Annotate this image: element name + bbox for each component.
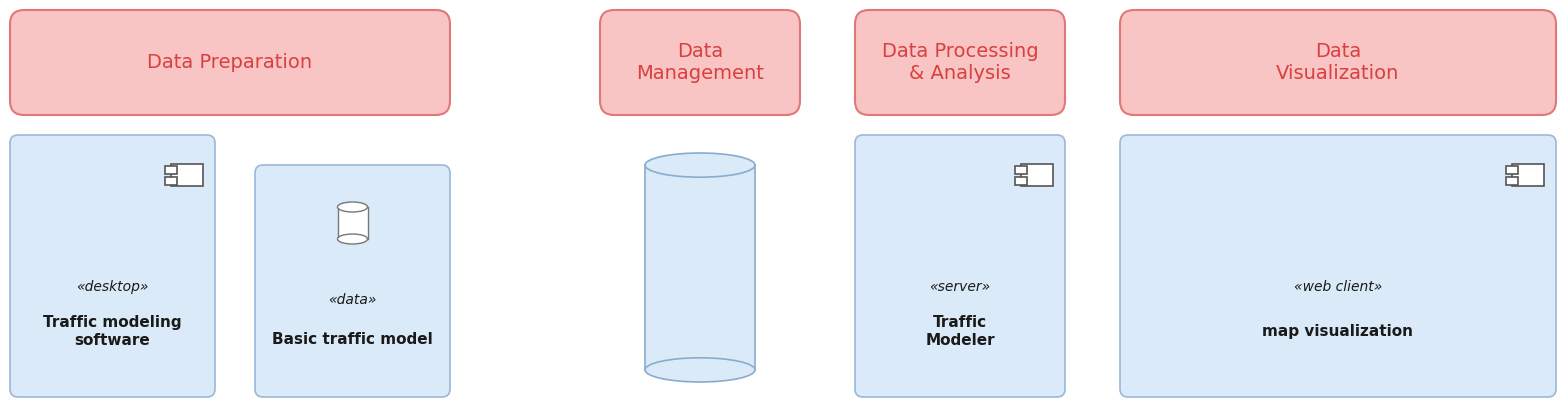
Text: «desktop»: «desktop» <box>77 280 149 294</box>
Text: Traffic
Modeler: Traffic Modeler <box>926 315 994 348</box>
Ellipse shape <box>645 358 755 382</box>
FancyBboxPatch shape <box>855 10 1065 115</box>
Text: map visualization: map visualization <box>1262 324 1414 339</box>
FancyBboxPatch shape <box>9 135 215 397</box>
Bar <box>1015 166 1027 173</box>
Text: Data Processing
& Analysis: Data Processing & Analysis <box>882 42 1038 83</box>
Text: Data Preparation: Data Preparation <box>147 53 313 72</box>
Ellipse shape <box>645 153 755 177</box>
Bar <box>1506 166 1517 173</box>
Text: Traffic modeling
software: Traffic modeling software <box>44 315 182 348</box>
Ellipse shape <box>338 202 368 212</box>
Text: Data
Visualization: Data Visualization <box>1276 42 1400 83</box>
Text: Data
Management: Data Management <box>636 42 764 83</box>
Bar <box>1015 177 1027 184</box>
Bar <box>1506 177 1517 184</box>
FancyBboxPatch shape <box>9 10 449 115</box>
Bar <box>164 177 177 184</box>
Bar <box>1021 164 1052 186</box>
FancyBboxPatch shape <box>255 165 449 397</box>
Text: Basic traffic model: Basic traffic model <box>272 331 432 346</box>
Bar <box>164 166 177 173</box>
FancyBboxPatch shape <box>855 135 1065 397</box>
Bar <box>171 164 204 186</box>
Text: «web client»: «web client» <box>1294 280 1383 294</box>
Bar <box>1513 164 1544 186</box>
Ellipse shape <box>338 234 368 244</box>
Bar <box>645 165 755 370</box>
Text: «data»: «data» <box>329 293 377 306</box>
FancyBboxPatch shape <box>600 10 800 115</box>
FancyBboxPatch shape <box>1120 10 1557 115</box>
FancyBboxPatch shape <box>1120 135 1557 397</box>
Text: «server»: «server» <box>929 280 991 294</box>
Bar <box>338 207 368 239</box>
